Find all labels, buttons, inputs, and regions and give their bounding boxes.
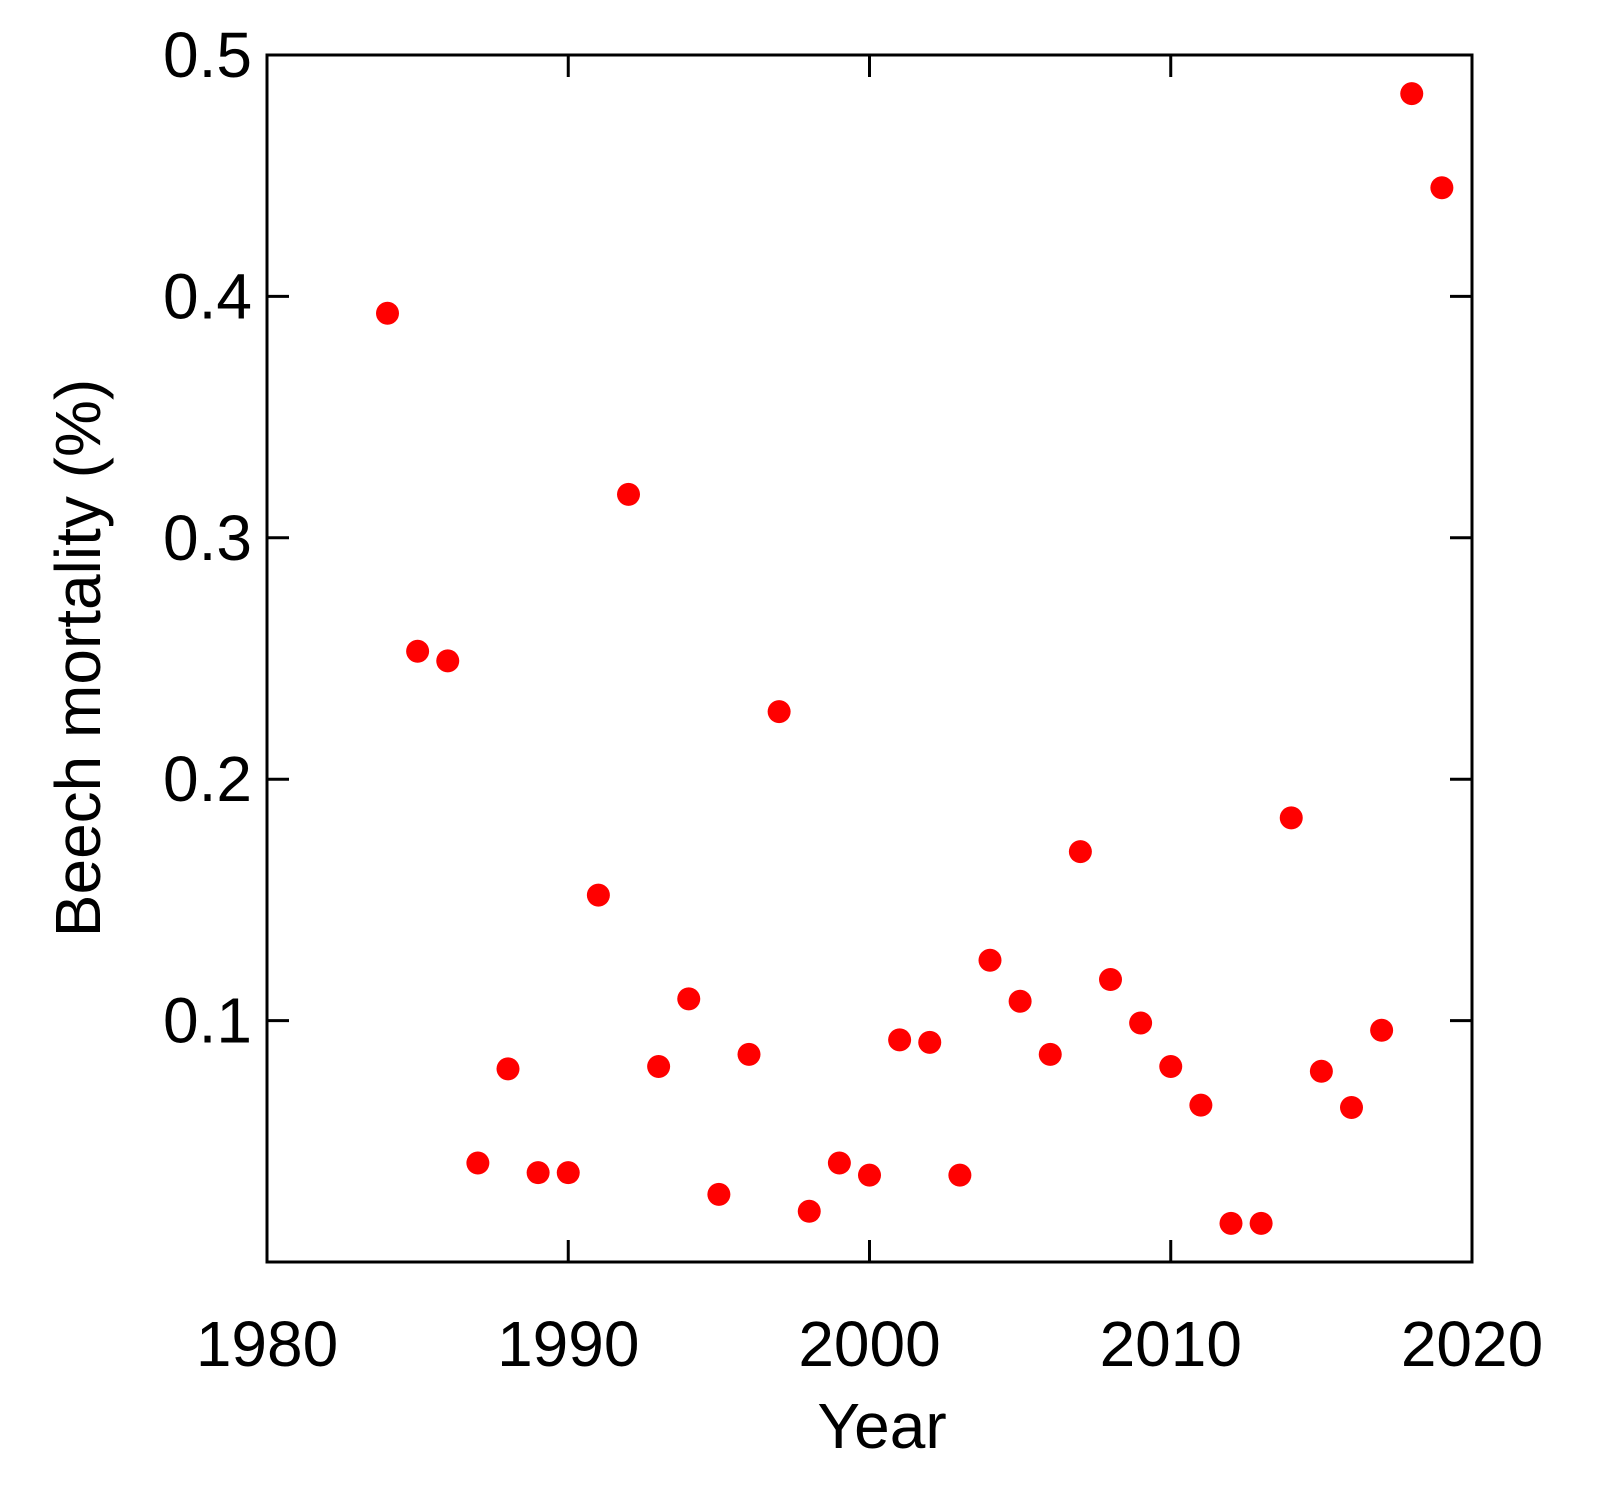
data-point (436, 649, 460, 673)
x-tick-label: 2020 (1401, 1308, 1543, 1380)
data-point (526, 1161, 550, 1185)
x-tick-label: 1980 (196, 1308, 338, 1380)
x-tick-label: 2010 (1100, 1308, 1242, 1380)
data-point (466, 1151, 490, 1175)
data-point (1340, 1096, 1363, 1120)
x-tick-label: 2000 (798, 1308, 940, 1380)
data-point (376, 301, 399, 325)
y-tick-label: 0.4 (163, 260, 252, 332)
y-tick-label: 0.2 (163, 743, 252, 815)
data-point (707, 1182, 731, 1206)
y-tick-label: 0.5 (163, 19, 252, 91)
data-point (1309, 1059, 1333, 1083)
data-point (1400, 82, 1424, 106)
data-point (1129, 1011, 1153, 1035)
data-point (677, 987, 701, 1011)
data-point (1249, 1211, 1273, 1235)
data-point (1038, 1042, 1062, 1066)
data-point (1189, 1093, 1213, 1117)
data-point (1370, 1018, 1394, 1042)
data-point (556, 1161, 580, 1185)
y-tick-label: 0.3 (163, 502, 252, 574)
x-axis-tick-labels: 1980 1990 2000 2010 2020 (196, 1308, 1543, 1380)
x-axis-ticks (566, 55, 1173, 1262)
y-axis-tick-labels: 0.1 0.2 0.3 0.4 0.5 (163, 19, 252, 1057)
data-point (1099, 968, 1122, 992)
data-point (737, 1042, 761, 1066)
data-points (376, 82, 1454, 1235)
y-axis-ticks (267, 294, 1472, 1023)
x-tick-label: 1990 (497, 1308, 639, 1380)
data-point (1159, 1054, 1183, 1078)
data-point (617, 482, 640, 506)
data-point (858, 1163, 881, 1187)
data-point (1279, 806, 1303, 830)
data-point (406, 639, 430, 663)
data-point (647, 1054, 671, 1078)
data-point (948, 1163, 972, 1187)
data-point (767, 700, 791, 724)
data-point (918, 1030, 942, 1054)
data-point (888, 1028, 912, 1052)
data-point (1430, 176, 1454, 200)
data-point (978, 948, 1002, 972)
data-point (797, 1199, 821, 1223)
data-point (827, 1151, 851, 1175)
data-point (1008, 989, 1032, 1013)
y-tick-label: 0.1 (163, 985, 252, 1057)
data-point (496, 1057, 520, 1081)
data-point (586, 883, 610, 907)
y-axis-title: Beech mortality (%) (42, 379, 114, 937)
x-axis-title: Year (817, 1390, 946, 1462)
data-point (1068, 840, 1092, 864)
data-point (1219, 1211, 1243, 1235)
